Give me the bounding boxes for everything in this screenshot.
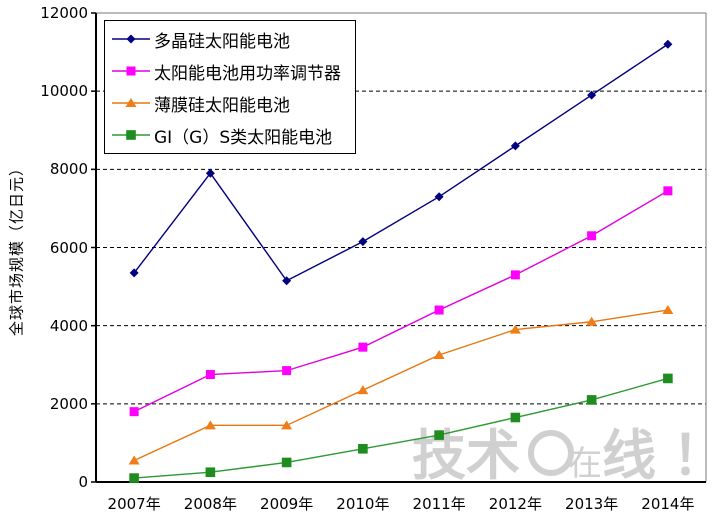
y-axis-label: 10000 <box>40 82 88 101</box>
legend-label: 多晶硅太阳能电池 <box>154 31 290 52</box>
x-axis-label: 2010年 <box>336 495 390 513</box>
ring-icon <box>528 430 574 476</box>
series-marker <box>663 373 673 384</box>
series-marker <box>663 186 673 196</box>
series-marker <box>129 473 139 483</box>
series-marker <box>434 192 444 202</box>
x-axis-label: 2011年 <box>412 495 466 513</box>
legend-label: 太阳能电池用功率调节器 <box>154 63 341 84</box>
series-marker <box>510 412 521 423</box>
series-marker <box>510 141 520 151</box>
series-marker <box>281 420 293 430</box>
series-marker <box>126 66 136 76</box>
series-marker <box>663 39 673 49</box>
y-axis-label: 0 <box>78 473 88 491</box>
series-marker <box>125 98 137 107</box>
series-marker <box>128 455 140 465</box>
legend-item: GI（G）S类太阳能电池 <box>111 123 349 148</box>
series-marker <box>282 366 292 376</box>
y-axis-label: 12000 <box>40 4 88 22</box>
series-marker <box>434 430 444 440</box>
series-marker <box>358 443 368 454</box>
x-axis-label: 2014年 <box>641 495 695 513</box>
legend-marker <box>112 34 150 44</box>
series-marker <box>129 407 139 417</box>
series-line <box>133 43 669 282</box>
series-marker <box>126 130 136 140</box>
legend-item: 太阳能电池用功率调节器 <box>111 59 349 84</box>
series-line <box>134 377 669 479</box>
series-marker <box>662 305 674 315</box>
legend: 多晶硅太阳能电池太阳能电池用功率调节器 薄膜硅太阳能电池 GI（G）S类太阳能电池 <box>104 20 356 154</box>
legend-marker <box>112 130 150 140</box>
series-marker <box>204 420 216 430</box>
series-marker <box>281 457 292 468</box>
watermark-text-mid: 在 <box>568 444 602 484</box>
x-axis-label: 2012年 <box>488 495 542 513</box>
series-marker <box>282 276 292 286</box>
watermark: 技术 在 线 ！ <box>412 424 719 487</box>
series-marker <box>205 467 216 478</box>
series-marker <box>433 349 445 359</box>
watermark-text-right: 线 <box>602 424 656 487</box>
x-axis-label: 2008年 <box>183 495 237 513</box>
legend-item: 多晶硅太阳能电池 <box>111 27 349 52</box>
series-marker <box>434 305 444 315</box>
series-marker <box>358 342 368 352</box>
legend-label: 薄膜硅太阳能电池 <box>154 95 290 116</box>
series-line <box>133 190 669 413</box>
series-marker <box>586 316 598 326</box>
series-marker <box>510 270 520 280</box>
series-marker <box>205 370 215 380</box>
y-axis-label: 6000 <box>49 238 88 257</box>
series-marker <box>587 90 597 100</box>
x-axis-label: 2009年 <box>260 495 314 513</box>
series-marker <box>509 324 521 334</box>
watermark-exclamation: ！ <box>672 428 719 484</box>
x-axis-label: 2007年 <box>107 495 161 513</box>
y-axis-label: 2000 <box>49 394 88 413</box>
series-marker <box>126 34 136 44</box>
series-marker <box>205 168 215 178</box>
series-line <box>133 309 668 462</box>
legend-marker <box>112 98 150 107</box>
legend-marker <box>112 66 150 76</box>
series-marker <box>587 231 597 241</box>
legend-item: 薄膜硅太阳能电池 <box>111 91 349 116</box>
series-marker <box>586 395 597 405</box>
x-axis-label: 2013年 <box>565 495 619 513</box>
series-marker <box>357 385 369 395</box>
y-axis-label: 8000 <box>49 160 88 179</box>
legend-label: GI（G）S类太阳能电池 <box>154 127 333 148</box>
series-marker <box>129 268 139 278</box>
series-marker <box>358 237 368 247</box>
y-axis-label: 4000 <box>49 316 88 335</box>
